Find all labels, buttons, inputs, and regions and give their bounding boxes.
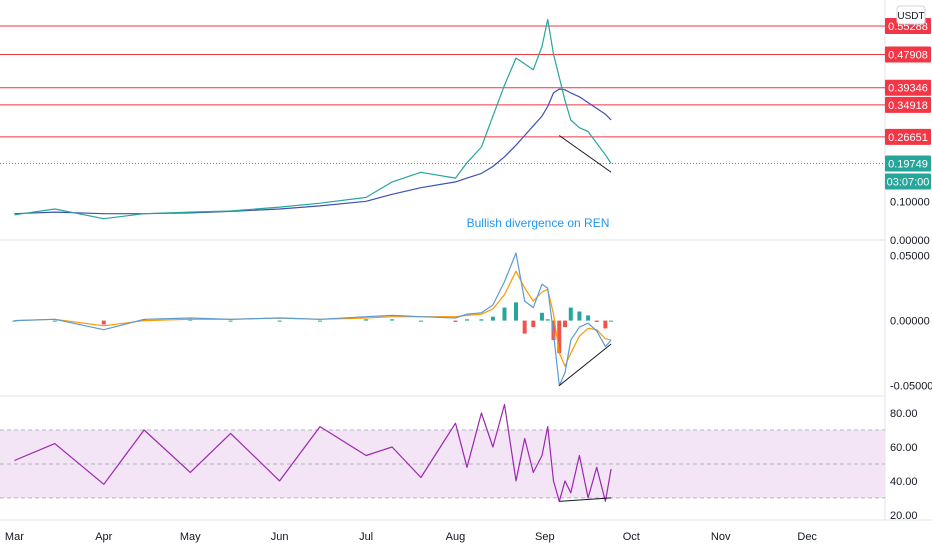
macd-tick-label: 0.05000 [890,251,930,263]
time-tick-label: Apr [95,531,112,543]
macd-histogram-bar [418,320,423,322]
resistance-tag: 0.34918 [885,96,931,113]
time-tick-label: Aug [446,531,466,543]
time-tick-label: Jun [271,531,289,543]
resistance-tag-bg [885,128,931,145]
rsi-tick-label: 80.00 [890,408,918,420]
time-axis[interactable]: Mar Apr May Jun Jul Aug Sep Oct Nov Dec [5,531,818,543]
macd-histogram-bar [557,320,562,354]
rsi-panel[interactable]: 80.00 60.00 40.00 20.00 [0,403,918,522]
macd-histogram-bar [52,320,57,322]
resistance-tag: 0.39346 [885,79,931,96]
time-tick-label: Jul [359,531,373,543]
resistance-tag-bg [885,96,931,113]
macd-histogram-bar [479,319,484,321]
time-tick-label: May [180,531,201,543]
price-line [14,18,612,220]
price-panel[interactable]: 0.10000 0.00000 0.55288 0.47908 0.39346 0.349… [0,17,931,247]
macd-histogram-bar [465,319,470,321]
macd-histogram-bar [188,319,193,321]
resistance-tag-label: 0.34918 [888,100,928,112]
last-price-tag: 0.19749 [885,155,931,172]
macd-histogram-bar [609,320,614,322]
long-ema-line [14,88,612,215]
macd-panel[interactable]: 0.05000 0.00000 -0.05000 [12,251,932,393]
macd-histogram-bar [364,319,369,321]
macd-tick-label: 0.00000 [890,316,930,328]
macd-histogram-bar [531,320,536,328]
last-price-tag-label: 0.19749 [888,159,928,171]
macd-histogram-bar [453,320,458,322]
time-tick-label: Mar [5,531,24,543]
macd-histogram-bar [539,312,544,321]
rsi-tick-label: 20.00 [890,510,918,522]
time-tick-label: Oct [623,531,640,543]
macd-histogram-bar [514,302,519,321]
macd-histogram-bar [101,320,106,325]
currency-badge[interactable]: USDT [896,5,926,25]
macd-line [14,252,612,387]
macd-histogram-bar [545,319,550,321]
resistance-tag-bg [885,79,931,96]
resistance-tag-label: 0.26651 [888,132,928,144]
macd-histogram-bar [12,320,17,322]
annotation-text: Bullish divergence on REN [467,216,610,230]
macd-histogram-bar [586,315,591,321]
macd-histogram-bar [317,320,322,322]
macd-histogram-bar [502,307,507,321]
price-tick-label: 0.10000 [890,196,930,208]
macd-histogram-bar [603,320,608,329]
price-tick-label: 0.00000 [890,235,930,247]
last-price-tag-bg [885,155,931,172]
macd-histogram-bar [594,320,599,322]
rsi-line [14,403,612,502]
rsi-tick-label: 60.00 [890,442,918,454]
rsi-tick-label: 40.00 [890,476,918,488]
macd-histogram-bar [142,319,147,321]
macd-histogram-bar [277,320,282,322]
macd-histogram-bar [522,320,527,334]
resistance-tag: 0.26651 [885,128,931,145]
currency-label: USDT [897,11,924,22]
macd-divergence-line [558,343,612,386]
resistance-tag-label: 0.47908 [888,50,928,62]
macd-histogram-bar [490,316,495,321]
time-tick-label: Sep [535,531,555,543]
time-tick-label: Dec [797,531,817,543]
time-tick-label: Nov [711,531,731,543]
macd-histogram-bar [563,320,568,328]
price-divergence-line [558,135,612,173]
resistance-tag-bg [885,46,931,63]
resistance-tag: 0.47908 [885,46,931,63]
macd-histogram-bar [390,319,395,321]
resistance-tag-label: 0.39346 [888,83,928,95]
countdown-tag: 03:07:00 [885,173,931,190]
countdown-tag-bg [885,173,931,190]
macd-histogram-bar [568,307,573,321]
rsi-divergence-line [559,497,612,502]
countdown-tag-label: 03:07:00 [887,177,930,189]
macd-tick-label: -0.05000 [890,381,932,393]
resistance-tag-label: 0.55288 [888,21,928,33]
macd-histogram-bar [577,311,582,321]
macd-histogram-bar [228,320,233,322]
